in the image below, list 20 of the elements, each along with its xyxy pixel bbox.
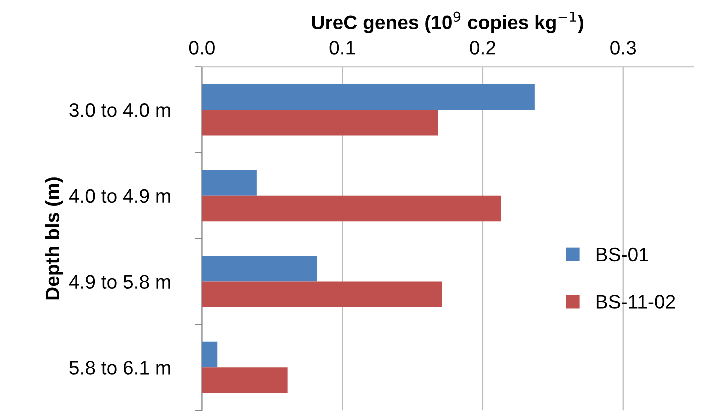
x-axis-title: UreC genes (10$^{9}$ copies kg$^{−1}$) xyxy=(312,12,584,34)
legend-label: BS-11-02 xyxy=(596,295,676,309)
x-tick-label: 0.3 xyxy=(610,41,636,55)
x-tick-label: 0.0 xyxy=(189,41,215,55)
bar xyxy=(202,170,257,196)
x-tick-label: 0.1 xyxy=(330,41,356,55)
bar xyxy=(202,196,502,222)
bar xyxy=(202,256,318,282)
bar xyxy=(202,84,535,110)
bar xyxy=(202,368,288,394)
y-tick-label: 3.0 to 4.0 m xyxy=(70,103,170,118)
bar xyxy=(202,342,218,368)
x-tick-label: 0.2 xyxy=(470,41,496,55)
bar xyxy=(202,282,442,308)
y-tick-label: 5.8 to 6.1 m xyxy=(70,361,170,375)
legend-label: BS-01 xyxy=(596,248,648,262)
y-axis-title: Depth bls (m) xyxy=(45,178,64,300)
bar xyxy=(202,110,438,136)
y-tick-label: 4.9 to 5.8 m xyxy=(69,275,170,290)
y-tick-label: 4.0 to 4.9 m xyxy=(69,189,170,204)
